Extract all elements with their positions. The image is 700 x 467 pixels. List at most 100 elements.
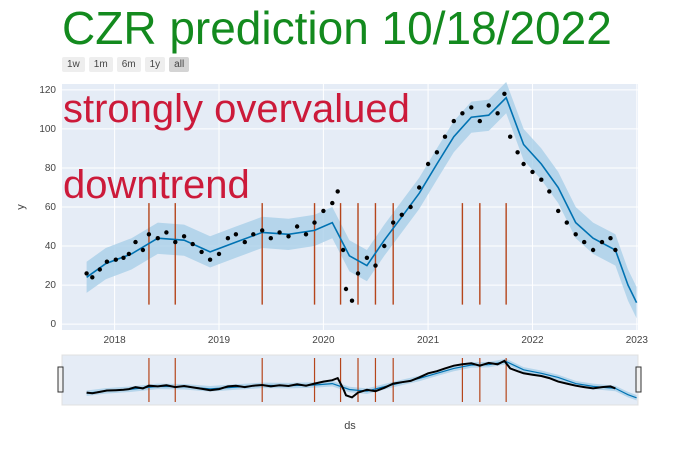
range-slider-band	[86, 358, 637, 401]
observed-point	[508, 134, 513, 139]
observed-point	[391, 220, 396, 225]
observed-point	[502, 91, 507, 97]
observed-point	[399, 212, 404, 217]
uncertainty-band-area	[86, 82, 637, 319]
observed-point	[613, 247, 618, 253]
range-button-1y[interactable]: 1y	[144, 57, 166, 72]
observed-point	[408, 204, 413, 210]
observed-point	[495, 111, 500, 116]
x-tick-label: 2018	[103, 335, 126, 346]
y-tick-label: 60	[45, 202, 57, 213]
observed-point	[515, 150, 520, 155]
observed-point	[321, 208, 326, 214]
observed-point	[268, 236, 273, 241]
range-slider-observed-path	[86, 359, 616, 399]
observed-point	[126, 251, 132, 257]
range-button-1w[interactable]: 1w	[62, 57, 85, 72]
observed-point	[469, 105, 474, 110]
observed-point	[303, 232, 309, 237]
range-button-all[interactable]: all	[169, 57, 190, 72]
x-tick-label: 2021	[417, 335, 440, 346]
x-tick-label: 2023	[626, 335, 649, 346]
uncertainty-band	[86, 82, 637, 319]
observed-point	[460, 111, 465, 116]
range-slider[interactable]	[57, 354, 642, 406]
observed-point	[442, 134, 448, 139]
observed-point	[146, 232, 152, 237]
range-button-1m[interactable]: 1m	[88, 57, 113, 72]
observed-point	[104, 259, 110, 264]
observed-point	[294, 224, 300, 229]
observed-point	[251, 232, 256, 237]
range-selector: 1w 1m 6m 1y all	[62, 57, 190, 72]
observed-point	[225, 236, 231, 241]
observed-point	[121, 255, 126, 260]
observed-point	[547, 189, 552, 194]
observed-point	[242, 239, 247, 245]
annotation-trend: downtrend	[63, 163, 250, 207]
observed-point	[355, 271, 361, 276]
range-slider-observed-line	[86, 359, 616, 399]
observed-point	[312, 220, 317, 225]
observed-point	[155, 236, 160, 241]
axis-ticks: 0 20 40 60 80 100 120 2018 2019 2020 2021 2022 2023	[39, 85, 648, 346]
observed-point	[573, 232, 578, 237]
observed-point	[564, 220, 569, 225]
observed-point	[530, 169, 535, 175]
observed-point	[417, 185, 422, 190]
observed-point	[434, 150, 440, 155]
observed-point	[539, 177, 544, 182]
annotation-overvalued: strongly overvalued	[63, 87, 410, 131]
observed-point	[425, 161, 431, 167]
observed-point	[233, 232, 239, 237]
observed-point	[90, 275, 95, 280]
y-axis-title: y	[15, 204, 27, 210]
observed-point	[335, 189, 340, 194]
observed-point	[382, 243, 387, 249]
observed-point	[556, 208, 561, 214]
observed-point	[140, 247, 146, 253]
observed-point	[599, 239, 605, 245]
observed-point	[207, 257, 213, 262]
observed-point	[486, 103, 491, 108]
range-slider-band-area	[86, 358, 637, 401]
observed-point	[364, 255, 370, 260]
observed-point	[349, 298, 355, 303]
observed-point	[199, 249, 204, 255]
y-tick-label: 120	[39, 85, 56, 96]
x-tick-label: 2022	[521, 335, 544, 346]
observed-point	[216, 251, 222, 257]
range-slider-right-handle[interactable]	[635, 366, 642, 393]
observed-point	[190, 241, 195, 247]
observed-point	[582, 239, 587, 245]
range-button-6m[interactable]: 6m	[116, 57, 141, 72]
y-tick-label: 20	[45, 280, 57, 291]
observed-point	[113, 257, 119, 262]
observed-points	[84, 91, 618, 303]
x-tick-label: 2020	[312, 335, 335, 346]
y-tick-label: 100	[39, 124, 56, 135]
observed-point	[451, 118, 456, 124]
observed-point	[84, 271, 89, 276]
observed-point	[260, 228, 265, 233]
observed-point	[277, 230, 282, 235]
observed-point	[343, 286, 349, 292]
y-tick-label: 0	[50, 319, 56, 330]
changepoints	[148, 203, 507, 305]
observed-point	[97, 267, 103, 272]
x-tick-label: 2019	[208, 335, 231, 346]
page-title: CZR prediction 10/18/2022	[62, 2, 612, 54]
observed-point	[181, 234, 187, 239]
range-slider-changepoints	[148, 358, 507, 402]
observed-point	[340, 247, 346, 253]
observed-point	[521, 161, 526, 167]
observed-point	[164, 230, 169, 235]
y-tick-label: 80	[45, 163, 57, 174]
x-axis-title: ds	[344, 420, 356, 432]
range-slider-left-handle[interactable]	[57, 366, 64, 393]
y-tick-label: 40	[45, 241, 57, 252]
observed-point	[608, 236, 613, 241]
observed-point	[133, 239, 138, 245]
observed-point	[330, 200, 335, 206]
